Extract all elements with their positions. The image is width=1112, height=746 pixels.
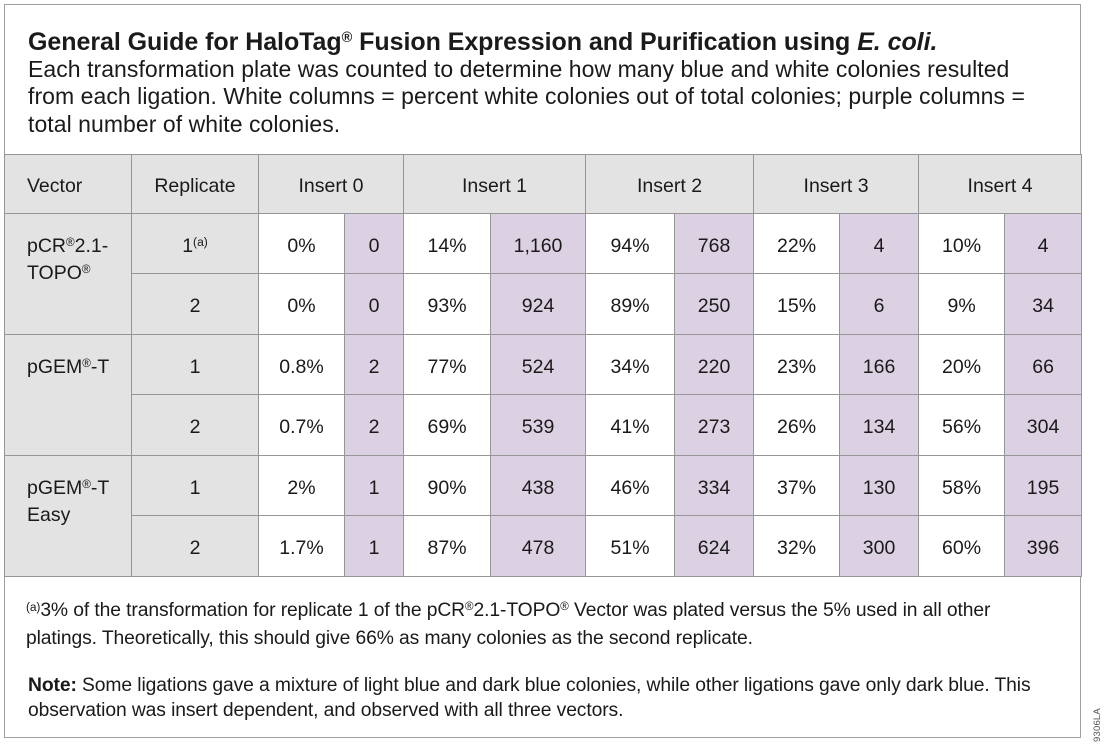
svg-text:9306LA: 9306LA	[1092, 708, 1103, 742]
